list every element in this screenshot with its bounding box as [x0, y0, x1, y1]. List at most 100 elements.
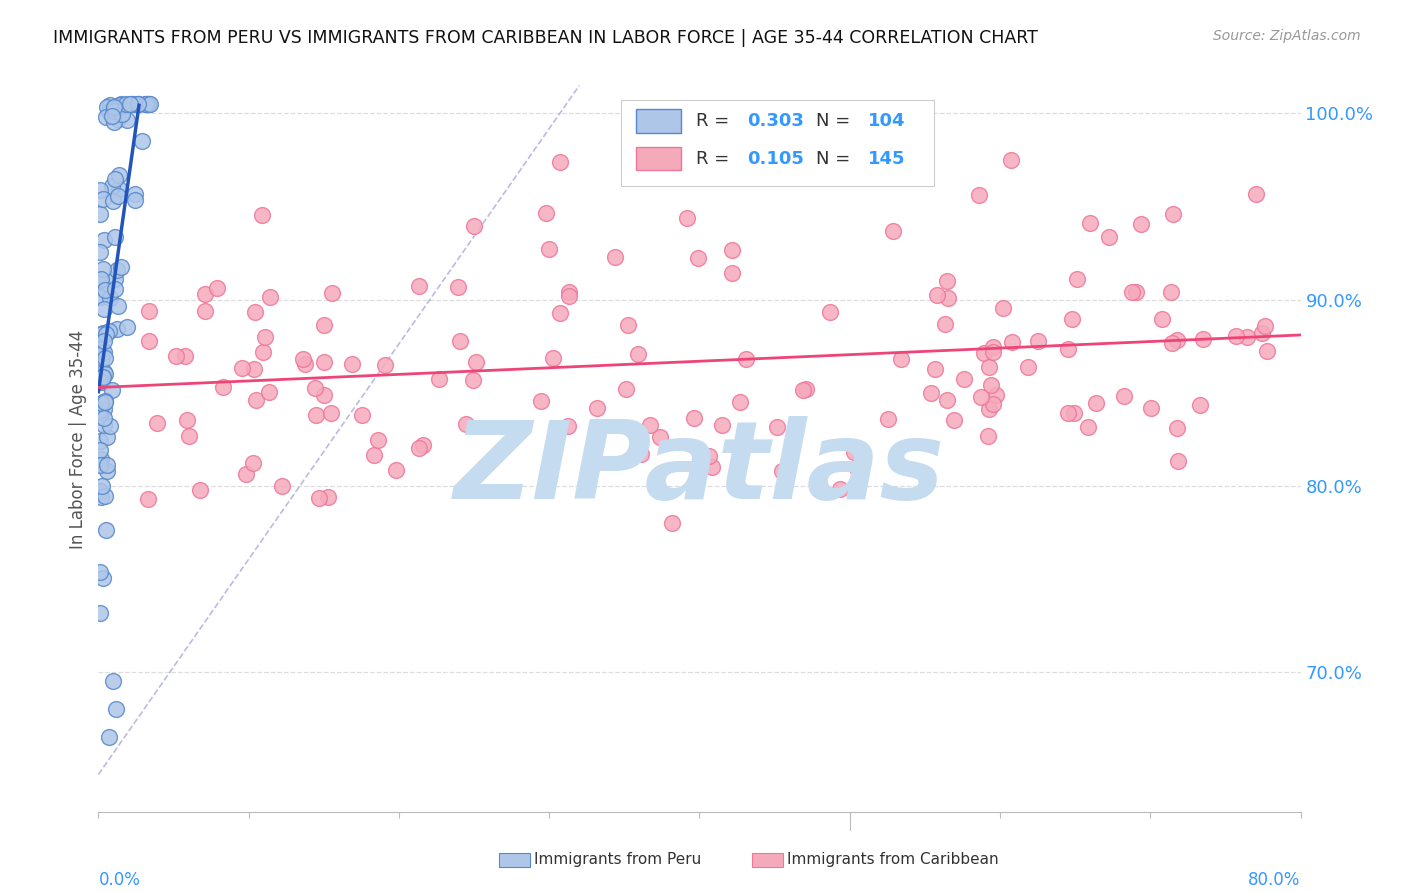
Point	[844, 445, 866, 459]
Point	[89, 434, 111, 449]
Point	[96, 430, 118, 444]
Point	[427, 372, 450, 386]
Point	[1057, 406, 1080, 420]
Point	[630, 447, 652, 461]
Point	[321, 285, 343, 300]
Point	[1236, 329, 1258, 343]
Point	[104, 230, 127, 244]
Point	[538, 242, 561, 256]
Point	[131, 135, 153, 149]
Point	[107, 189, 129, 203]
Point	[114, 97, 136, 112]
Point	[1085, 396, 1108, 410]
Point	[127, 97, 149, 112]
Point	[1057, 342, 1080, 356]
Point	[93, 281, 115, 295]
FancyBboxPatch shape	[621, 101, 934, 186]
Point	[136, 97, 159, 112]
Point	[991, 301, 1014, 316]
Point	[115, 112, 138, 127]
Point	[1160, 335, 1182, 350]
Point	[194, 303, 217, 318]
Point	[367, 433, 389, 447]
Point	[308, 491, 330, 506]
Point	[1160, 285, 1182, 299]
Text: N =: N =	[815, 112, 856, 130]
Point	[89, 404, 111, 418]
Point	[135, 97, 157, 112]
Point	[235, 467, 257, 481]
Point	[1150, 311, 1173, 326]
Point	[294, 357, 316, 371]
Point	[924, 361, 946, 376]
Point	[1026, 334, 1049, 349]
Point	[638, 418, 661, 433]
Point	[529, 393, 551, 408]
Point	[340, 357, 363, 371]
Point	[107, 181, 129, 195]
Point	[846, 463, 869, 477]
Point	[534, 206, 557, 220]
Point	[205, 281, 228, 295]
Point	[90, 479, 112, 493]
Point	[463, 219, 485, 233]
Point	[231, 360, 253, 375]
Point	[970, 390, 993, 404]
Point	[321, 406, 343, 420]
Point	[770, 464, 793, 478]
Point	[586, 401, 609, 416]
Point	[93, 365, 115, 379]
Point	[165, 350, 187, 364]
Point	[661, 516, 683, 530]
Point	[627, 347, 650, 361]
Text: Source: ZipAtlas.com: Source: ZipAtlas.com	[1213, 29, 1361, 43]
Point	[796, 382, 818, 396]
Point	[118, 97, 141, 112]
Point	[967, 188, 990, 202]
Point	[890, 352, 912, 367]
Point	[1121, 285, 1143, 299]
Point	[91, 370, 114, 384]
Point	[242, 362, 264, 376]
Point	[408, 441, 430, 455]
Point	[138, 334, 160, 349]
Point	[1191, 332, 1213, 346]
Point	[920, 386, 942, 401]
Point	[818, 305, 841, 319]
Point	[1077, 420, 1099, 434]
Point	[94, 327, 117, 342]
Point	[702, 460, 724, 475]
Point	[134, 97, 156, 112]
Point	[89, 483, 111, 498]
Point	[973, 346, 995, 360]
Point	[304, 409, 326, 423]
Point	[735, 351, 758, 366]
Point	[465, 355, 488, 369]
Point	[89, 443, 111, 458]
Point	[882, 223, 904, 237]
Text: N =: N =	[815, 150, 856, 168]
Point	[1001, 335, 1024, 350]
Text: 104: 104	[868, 112, 905, 130]
Point	[980, 378, 1002, 392]
Point	[107, 299, 129, 313]
Point	[1125, 285, 1147, 299]
Point	[1256, 344, 1278, 359]
Point	[558, 289, 581, 303]
Point	[94, 393, 117, 408]
FancyBboxPatch shape	[636, 146, 682, 170]
Point	[104, 282, 127, 296]
Point	[943, 413, 966, 427]
Point	[1166, 333, 1188, 347]
Point	[174, 349, 197, 363]
Point	[98, 98, 121, 112]
Point	[979, 401, 1001, 416]
Point	[91, 192, 114, 206]
Point	[89, 289, 111, 303]
Point	[111, 106, 134, 120]
Point	[1062, 312, 1084, 326]
Point	[1167, 454, 1189, 468]
Point	[1000, 153, 1022, 167]
Point	[252, 345, 274, 359]
Point	[105, 322, 128, 336]
